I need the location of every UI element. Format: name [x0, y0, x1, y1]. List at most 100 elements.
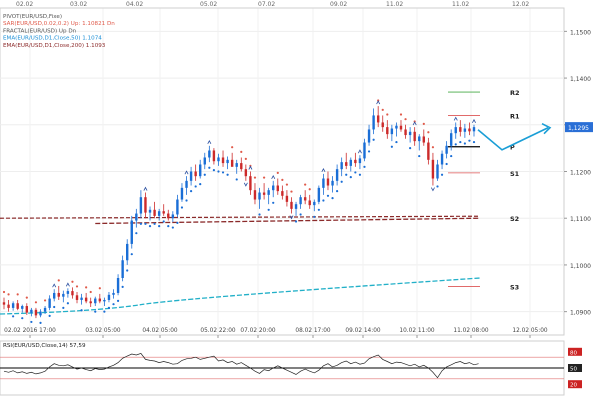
sar-dot-down [386, 113, 389, 116]
sar-dot-up [468, 139, 471, 142]
sar-dot-up [12, 315, 15, 318]
candle-body [317, 187, 321, 202]
sar-dot-up [463, 142, 466, 145]
candle-body [199, 164, 202, 177]
fractal-up-marker [52, 283, 57, 288]
sar-dot-up [139, 222, 142, 225]
candle-body [303, 197, 307, 201]
sar-dot-up [203, 173, 206, 176]
date-strip: 02.02 03.02 04.02 05.02 07.02 09.02 11.02 11.02… [0, 1, 564, 9]
sar-dot-up [112, 303, 115, 306]
sar-dot-up [21, 317, 24, 320]
candle-body [235, 163, 238, 167]
price-tick-label: 1,0900 [570, 310, 591, 317]
sar-dot-up [450, 154, 453, 158]
sar-dot-up [221, 171, 225, 174]
candle-body [107, 294, 111, 300]
candle-body [176, 199, 179, 215]
candle-body [226, 159, 229, 164]
sar-dot-up [212, 168, 216, 172]
sar-dot-down [381, 108, 384, 111]
sar-dot-up [144, 222, 147, 225]
fractal-up-marker [207, 139, 212, 144]
candle-body [285, 195, 289, 202]
candle-body [48, 298, 51, 308]
sar-dot-down [16, 293, 19, 296]
candle-body [418, 136, 421, 142]
candle-body [57, 292, 60, 297]
sar-dot-up [62, 306, 65, 310]
candle-body [230, 159, 234, 167]
time-tick-label: 05.02 22:00 [200, 328, 235, 334]
parabolic-sar [2, 99, 476, 324]
fractal-up-marker [453, 116, 458, 121]
candle-body [253, 190, 257, 200]
pivot-levels: R2 R1 P S1 S2 S3 [0, 89, 520, 291]
sar-dot-up [116, 299, 120, 302]
fractal-down-marker [243, 182, 248, 187]
candle-body [221, 157, 225, 164]
fractal-up-marker [143, 186, 148, 191]
candle-body [144, 197, 147, 213]
ema-200-line [95, 217, 481, 225]
candle-body [30, 309, 33, 313]
candle-body [404, 129, 407, 136]
sar-dot-up [48, 314, 51, 317]
sar-dot-down [231, 146, 234, 149]
top-date-label: 07.02 [258, 1, 275, 8]
sar-dot-down [422, 122, 425, 125]
candle-body [189, 171, 193, 181]
candle-body [11, 303, 15, 308]
candle-body [431, 159, 435, 179]
sar-dot-up [135, 232, 138, 235]
sar-dot-up [294, 220, 298, 223]
candle-body [21, 306, 24, 309]
candle-body [66, 291, 70, 294]
candle-body [171, 214, 175, 219]
forecast-path [477, 126, 549, 151]
candle-body [299, 197, 302, 205]
sar-dot-up [66, 302, 69, 305]
sar-dot-down [43, 299, 47, 302]
sar-dot-up [126, 269, 129, 272]
fractal-up-marker [357, 149, 362, 154]
sar-dot-down [89, 290, 92, 294]
candle-body [290, 201, 293, 209]
candle-body [331, 180, 334, 186]
candle-body [381, 122, 384, 128]
candle-body [157, 211, 161, 216]
legend-entry: SAR(EUR/USD,0.02,0.2) Up: 1.10821 Dn [3, 21, 115, 27]
legend-entry: EMA(EUR/USD,D1,Close,200) 1.1093 [3, 43, 106, 49]
sar-dot-up [267, 208, 270, 211]
ema-50-line [0, 277, 481, 315]
sar-dot-up [94, 310, 97, 313]
candle-body [386, 127, 389, 135]
candle-body [335, 169, 339, 181]
candle-body [7, 304, 10, 308]
sar-dot-down [281, 178, 284, 182]
time-tick-label: 07.02 20:00 [240, 328, 275, 334]
sar-dot-down [399, 113, 403, 116]
candle-body [39, 311, 42, 316]
sar-dot-up [367, 150, 371, 153]
sar-dot-down [304, 183, 307, 186]
price-tick-label: 1,1500 [570, 29, 591, 36]
top-date-label: 11.02 [452, 1, 469, 8]
price-tick-label: 1,1200 [570, 170, 591, 177]
sar-dot-up [185, 199, 188, 202]
top-date-label: 02.02 [16, 1, 33, 8]
candle-body [203, 157, 206, 165]
top-date-label: 11.02 [386, 1, 403, 8]
candle-body [363, 142, 366, 159]
rsi-panel: RSI(EUR/USD,Close,14) 57,59 80 50 20 [0, 343, 582, 389]
rsi-axis-label: 80 [570, 350, 577, 356]
sar-dot-up [217, 170, 220, 173]
sar-dot-up [322, 199, 325, 202]
candle-body [272, 185, 275, 191]
candle-body [208, 150, 211, 158]
sar-dot-up [317, 208, 320, 211]
candle-body [98, 298, 102, 302]
fractal-up-marker [248, 165, 253, 170]
legend-entry: EMA(EUR/USD,D1,Close,50) 1.1074 [3, 36, 102, 42]
sar-dot-up [336, 190, 339, 193]
